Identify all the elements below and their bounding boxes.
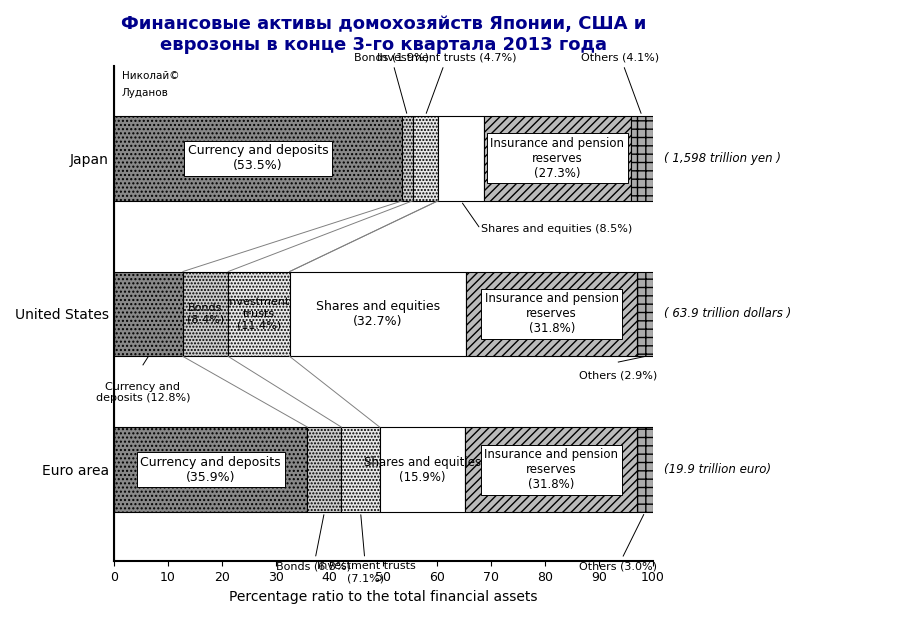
- Title: Финансовые активы домохозяйств Японии, США и
еврозоны в конце 3-го квартала 2013: Финансовые активы домохозяйств Японии, С…: [120, 15, 645, 54]
- Text: Bonds (6.3%): Bonds (6.3%): [276, 515, 351, 571]
- Bar: [483, 116, 630, 201]
- Bar: [114, 271, 183, 356]
- Bar: [465, 271, 637, 356]
- Bar: [307, 427, 341, 512]
- X-axis label: Percentage ratio to the total financial assets: Percentage ratio to the total financial …: [229, 590, 537, 604]
- Text: Currency and deposits
(35.9%): Currency and deposits (35.9%): [141, 456, 280, 484]
- Bar: [437, 116, 483, 201]
- Text: Shares and equities
(15.9%): Shares and equities (15.9%): [364, 456, 481, 484]
- Bar: [402, 116, 412, 201]
- Text: ( 63.9 trillion dollars ): ( 63.9 trillion dollars ): [664, 308, 790, 321]
- Text: Others (4.1%): Others (4.1%): [581, 52, 659, 113]
- Text: Shares and equities (8.5%): Shares and equities (8.5%): [480, 224, 631, 234]
- Bar: [412, 116, 437, 201]
- Bar: [114, 116, 402, 201]
- Bar: [183, 271, 228, 356]
- Text: Investment
trusts
(11.4%): Investment trusts (11.4%): [227, 298, 290, 331]
- Bar: [637, 271, 652, 356]
- Text: (19.9 trillion euro): (19.9 trillion euro): [664, 463, 770, 476]
- Text: Others (2.9%): Others (2.9%): [579, 371, 657, 381]
- Text: Insurance and pension
reserves
(31.8%): Insurance and pension reserves (31.8%): [483, 448, 618, 491]
- Text: Insurance and pension
reserves
(27.3%): Insurance and pension reserves (27.3%): [490, 137, 624, 180]
- Text: Currency and
deposits (12.8%): Currency and deposits (12.8%): [96, 382, 190, 404]
- Text: Investment trusts
(7.1%): Investment trusts (7.1%): [316, 515, 414, 583]
- Text: Investment trusts (4.7%): Investment trusts (4.7%): [377, 52, 516, 113]
- Text: Bonds
(8.4%): Bonds (8.4%): [187, 303, 224, 325]
- Text: Луданов: Луданов: [122, 88, 169, 98]
- Bar: [380, 427, 465, 512]
- Bar: [228, 271, 289, 356]
- Text: Bonds (1.9%): Bonds (1.9%): [354, 52, 428, 113]
- Bar: [465, 427, 636, 512]
- Bar: [114, 427, 307, 512]
- Text: Others (3.0%): Others (3.0%): [578, 514, 656, 571]
- Text: Insurance and pension
reserves
(31.8%): Insurance and pension reserves (31.8%): [484, 292, 618, 336]
- Bar: [341, 427, 380, 512]
- Bar: [636, 427, 652, 512]
- Text: Currency and deposits
(53.5%): Currency and deposits (53.5%): [187, 144, 328, 172]
- Text: ( 1,598 trillion yen ): ( 1,598 trillion yen ): [664, 152, 780, 165]
- Text: Николай©: Николай©: [122, 71, 179, 81]
- Bar: [630, 116, 652, 201]
- Text: Shares and equities
(32.7%): Shares and equities (32.7%): [315, 300, 439, 328]
- Bar: [289, 271, 465, 356]
